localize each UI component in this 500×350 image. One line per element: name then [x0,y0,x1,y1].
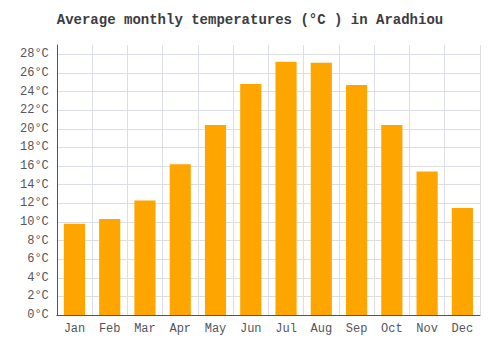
svg-text:8°C: 8°C [27,234,49,248]
svg-text:Mar: Mar [134,322,156,336]
svg-text:16°C: 16°C [20,159,49,173]
svg-text:Jun: Jun [240,322,262,336]
svg-text:Jan: Jan [64,322,86,336]
svg-text:10°C: 10°C [20,215,49,229]
svg-text:0°C: 0°C [27,308,49,322]
svg-text:4°C: 4°C [27,271,49,285]
svg-text:Sep: Sep [346,322,368,336]
svg-text:Aug: Aug [310,322,332,336]
svg-text:18°C: 18°C [20,140,49,154]
svg-text:Dec: Dec [452,322,474,336]
svg-text:22°C: 22°C [20,103,49,117]
svg-text:24°C: 24°C [20,85,49,99]
svg-text:Nov: Nov [416,322,438,336]
svg-text:12°C: 12°C [20,196,49,210]
svg-text:26°C: 26°C [20,66,49,80]
svg-text:2°C: 2°C [27,289,49,303]
svg-text:Feb: Feb [99,322,121,336]
svg-text:28°C: 28°C [20,47,49,61]
svg-text:20°C: 20°C [20,122,49,136]
svg-text:Apr: Apr [169,322,191,336]
svg-text:Average monthly temperatures (: Average monthly temperatures (°C ) in Ar… [57,12,443,28]
svg-text:6°C: 6°C [27,252,49,266]
svg-text:14°C: 14°C [20,178,49,192]
svg-text:Jul: Jul [275,322,297,336]
svg-text:Oct: Oct [381,322,403,336]
svg-text:May: May [205,322,227,336]
